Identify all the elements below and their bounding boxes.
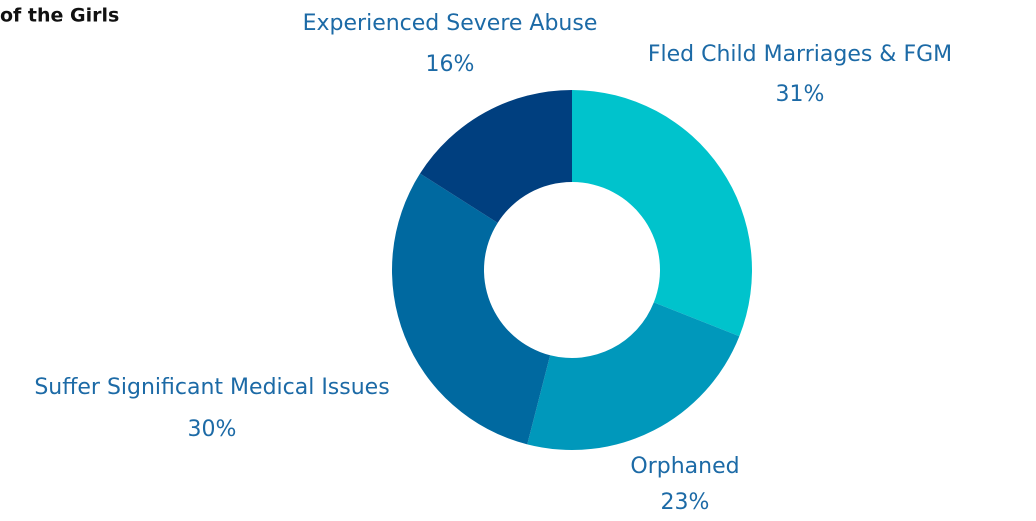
donut-slice (572, 90, 752, 337)
donut-slice (527, 302, 740, 450)
donut-slice (392, 173, 551, 445)
slice-value-label: 16% (426, 52, 475, 77)
slice-label: Orphaned (630, 454, 739, 479)
slice-value-label: 31% (776, 82, 825, 107)
slice-value-label: 23% (661, 490, 710, 515)
slice-label: Fled Child Marriages & FGM (648, 42, 952, 67)
donut-slice (420, 90, 572, 223)
slice-value-label: 30% (188, 417, 237, 442)
slice-label: Suffer Significant Medical Issues (34, 375, 389, 400)
chart-title: of the Girls (0, 5, 119, 27)
slice-label: Experienced Severe Abuse (303, 11, 598, 36)
